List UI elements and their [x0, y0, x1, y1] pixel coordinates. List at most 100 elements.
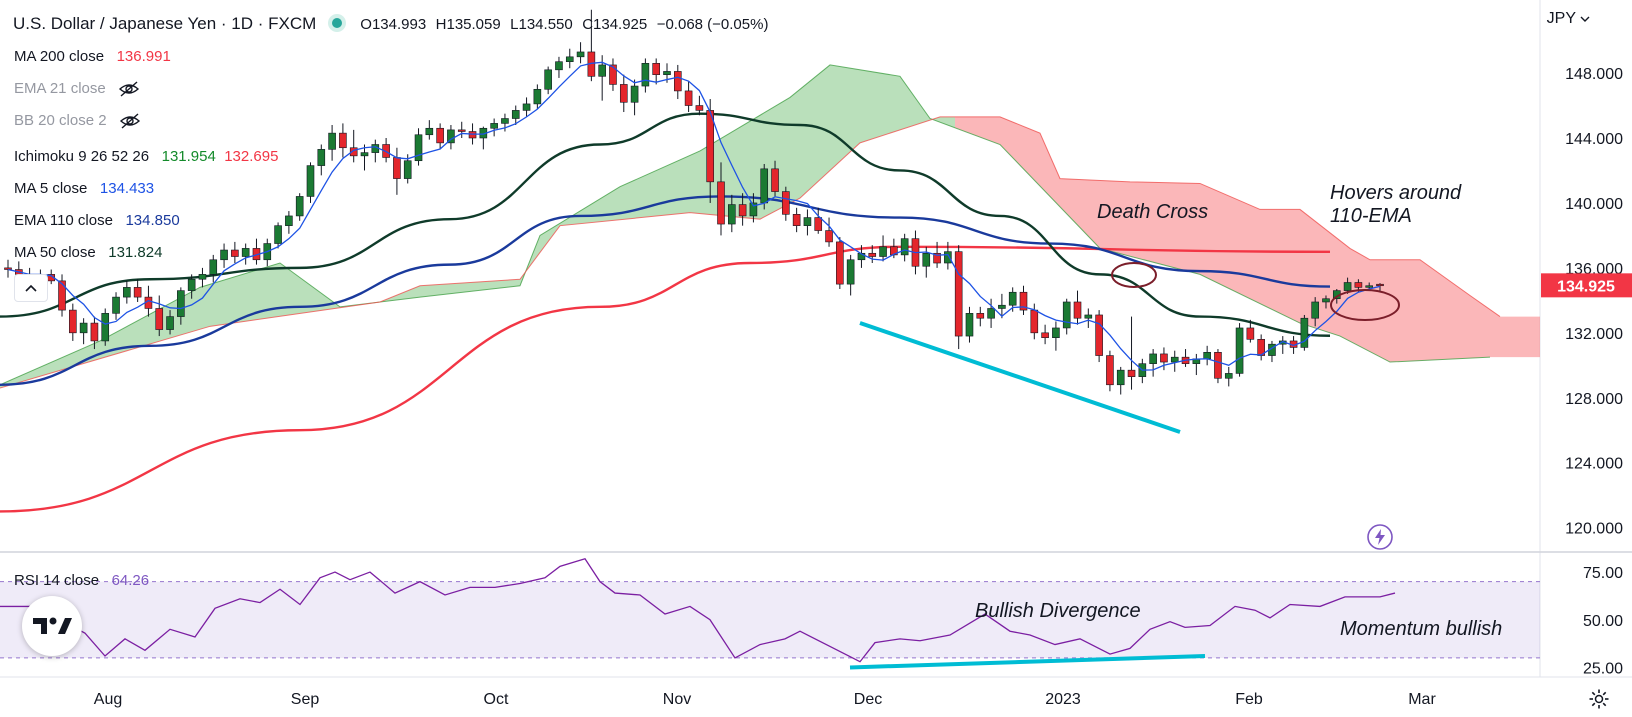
candle-body [112, 296, 120, 314]
ohlc-high: H135.059 [435, 16, 501, 33]
death-cross-label: Death Cross [1097, 201, 1208, 223]
eye-hidden-icon[interactable] [118, 81, 140, 97]
candle-body [1300, 317, 1309, 348]
price-tick-label: 144.000 [1565, 131, 1623, 148]
rsi-legend[interactable]: RSI 14 close 64.26 [14, 572, 149, 589]
ema110-circle [1330, 289, 1400, 321]
candle-body [933, 252, 941, 264]
candle-body [836, 241, 844, 285]
rsi-band [0, 581, 1540, 658]
currency-menu[interactable]: JPY [1547, 10, 1590, 28]
indicator-ichimoku[interactable]: Ichimoku 9 26 52 26 131.954 132.695 [14, 148, 278, 165]
candle-body [1365, 285, 1373, 288]
candle-body [565, 56, 574, 62]
death-cross-circle [1111, 262, 1157, 288]
price-tick-label: 128.000 [1565, 391, 1623, 408]
price-tick-label: 132.000 [1565, 326, 1623, 343]
candle-body [695, 105, 704, 111]
candle-body [738, 204, 747, 217]
tradingview-logo[interactable] [22, 596, 82, 656]
candle-body [1149, 353, 1157, 364]
candle-body [1019, 291, 1028, 311]
ohlc-change: −0.068 (−0.05%) [656, 16, 769, 33]
support-trendline [859, 321, 1181, 434]
candle-body [1116, 369, 1125, 386]
ema110-line [0, 195, 1331, 386]
ichimoku-cloud-bearish [955, 116, 1540, 363]
indicator-ma5[interactable]: MA 5 close 134.433 [14, 180, 154, 197]
candle-body [403, 160, 412, 179]
candle-body [749, 202, 758, 217]
candle-body [436, 127, 444, 144]
candle-body [1095, 314, 1103, 356]
candle-body [339, 132, 347, 149]
candle-body [220, 249, 228, 261]
candle-body [663, 71, 671, 75]
candle-body [1354, 282, 1363, 288]
candle-body [1127, 369, 1136, 377]
candle-body [1322, 298, 1330, 303]
candle-body [533, 88, 542, 105]
indicator-bb20[interactable]: BB 20 close 2 [14, 112, 141, 129]
candle-body [414, 134, 423, 162]
ohlc-open: O134.993 [360, 16, 427, 33]
momentum-label: Momentum bullish [1340, 618, 1502, 640]
rsi-tick-label: 50.00 [1583, 613, 1623, 630]
time-tick-label: Oct [484, 691, 509, 708]
candle-body [987, 308, 995, 319]
collapse-legend-button[interactable] [14, 274, 48, 302]
time-tick-label: Mar [1408, 691, 1436, 708]
candle-body [944, 251, 952, 264]
rsi-value: 64.26 [111, 572, 150, 589]
candle-body [285, 215, 293, 226]
candle-body [1170, 356, 1179, 363]
candle-body [349, 147, 358, 157]
indicator-ema21[interactable]: EMA 21 close [14, 80, 140, 97]
candle-body [177, 290, 185, 317]
candle-body [79, 322, 88, 334]
candle-body [576, 51, 585, 58]
indicator-label: MA 200 close [14, 48, 105, 65]
candle-body [1073, 301, 1082, 319]
candle-body [1376, 283, 1384, 287]
indicator-label: EMA 110 close [14, 212, 113, 229]
ichimoku-span-b [0, 116, 1501, 389]
hovers-label-line1: Hovers around [1330, 182, 1462, 204]
candle-body [1203, 352, 1211, 360]
candle-body [673, 71, 682, 92]
indicator-ma50[interactable]: MA 50 close 131.824 [14, 244, 162, 261]
candle-body [760, 168, 769, 204]
ma200-line [0, 245, 1331, 513]
candle-body [360, 152, 369, 157]
candle-body [1235, 327, 1244, 374]
price-tick-label: 124.000 [1565, 456, 1623, 473]
indicator-value-2: 132.695 [224, 148, 279, 165]
candle-body [846, 259, 855, 285]
indicator-ma200[interactable]: MA 200 close 136.991 [14, 48, 171, 65]
candle-body [447, 129, 455, 144]
candle-body [1030, 309, 1039, 334]
candle-body [868, 252, 877, 257]
candle-body [1041, 332, 1049, 338]
candle-body [641, 63, 650, 87]
candle-body [90, 322, 99, 342]
chevron-down-icon [1580, 16, 1590, 22]
candle-body [684, 90, 693, 106]
lightning-icon[interactable] [1366, 523, 1394, 551]
candle-body [425, 127, 434, 136]
candle-body [1106, 355, 1114, 386]
indicator-ema110[interactable]: EMA 110 close 134.850 [14, 212, 180, 229]
eye-hidden-icon[interactable] [119, 113, 141, 129]
ma50-line [0, 112, 1331, 337]
time-tick-label: Nov [663, 691, 691, 708]
candle-body [1084, 314, 1093, 319]
candle-body [1343, 282, 1352, 291]
candle-body [1246, 327, 1255, 340]
candle-body [328, 132, 336, 150]
candle-body [295, 196, 304, 217]
symbol-title[interactable]: U.S. Dollar / Japanese Yen · 1D · FXCM [13, 14, 317, 33]
candle-body [155, 308, 164, 330]
candle-body [998, 304, 1006, 309]
settings-gear-icon[interactable] [1588, 688, 1610, 710]
